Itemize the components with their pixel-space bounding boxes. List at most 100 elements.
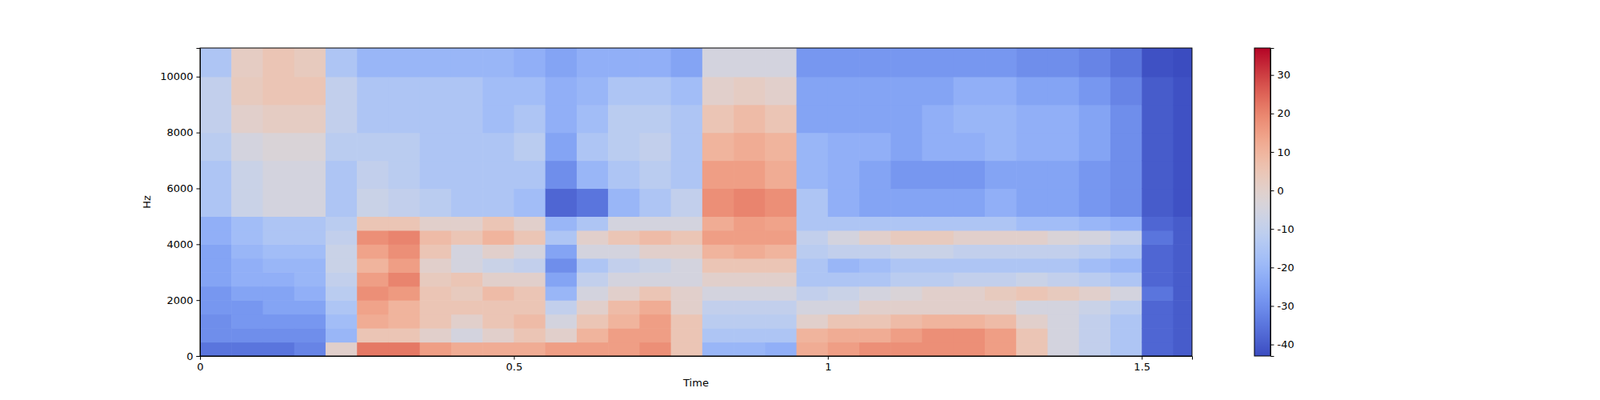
cell	[1047, 342, 1080, 356]
cell	[953, 244, 986, 259]
cell	[671, 76, 704, 106]
cell	[1141, 244, 1174, 259]
cell	[1141, 48, 1174, 77]
cell	[1016, 132, 1048, 162]
cell	[984, 258, 1017, 273]
cell	[1079, 286, 1112, 301]
cell	[890, 314, 923, 329]
cell	[953, 76, 986, 106]
y-axis-title: Hz	[140, 195, 153, 209]
cell	[294, 328, 327, 343]
cell	[984, 314, 1017, 329]
cell	[828, 258, 860, 273]
cell	[262, 216, 295, 231]
cell	[671, 104, 704, 134]
cell	[702, 230, 735, 245]
cell	[231, 342, 264, 356]
cell	[859, 342, 892, 356]
cell	[702, 300, 735, 315]
tick: 10	[1270, 146, 1291, 159]
cell	[796, 132, 829, 162]
cell	[420, 300, 452, 315]
cell	[828, 286, 860, 301]
cell	[702, 314, 735, 329]
cell	[828, 48, 860, 77]
cell	[513, 230, 546, 245]
cell	[608, 76, 640, 106]
cell	[671, 230, 704, 245]
cell	[1016, 300, 1048, 315]
cell	[859, 76, 892, 106]
cell	[859, 300, 892, 315]
cell	[513, 272, 546, 287]
cell	[1141, 300, 1174, 315]
cell	[984, 216, 1017, 231]
cell	[1079, 76, 1112, 106]
cell	[325, 230, 358, 245]
cell	[1047, 300, 1080, 315]
cell	[1110, 286, 1143, 301]
cell	[984, 104, 1017, 134]
cell	[1016, 314, 1048, 329]
cell	[828, 132, 860, 162]
cell	[576, 300, 609, 315]
cell	[545, 160, 578, 190]
tick-mark	[1270, 267, 1275, 268]
cell	[1110, 160, 1143, 190]
cell	[702, 286, 735, 301]
tick: 6000	[166, 182, 200, 195]
cell	[482, 160, 515, 190]
heatmap-cells	[200, 48, 1192, 356]
cell	[733, 132, 766, 162]
cell	[796, 342, 829, 356]
cell	[262, 230, 295, 245]
cell	[1016, 104, 1048, 134]
cell	[859, 188, 892, 217]
cell	[1141, 286, 1174, 301]
cell	[953, 230, 986, 245]
cell	[545, 314, 578, 329]
tick-label: 0.5	[506, 360, 524, 373]
cell	[671, 314, 704, 329]
cell	[828, 342, 860, 356]
cell	[1172, 328, 1192, 343]
cell	[545, 272, 578, 287]
cell	[356, 244, 389, 259]
cell	[1110, 258, 1143, 273]
cell	[356, 216, 389, 231]
cell	[576, 216, 609, 231]
cell	[796, 272, 829, 287]
cell	[890, 160, 923, 190]
cell	[764, 76, 797, 106]
cell	[922, 300, 955, 315]
cell	[1016, 230, 1048, 245]
cell	[890, 216, 923, 231]
cell	[764, 342, 797, 356]
cell	[576, 188, 609, 217]
tick: -30	[1270, 300, 1295, 312]
cell	[262, 342, 295, 356]
cell	[545, 258, 578, 273]
cell	[671, 244, 704, 259]
cell	[953, 104, 986, 134]
cell	[420, 258, 452, 273]
cell	[890, 230, 923, 245]
cell	[482, 244, 515, 259]
cell	[859, 48, 892, 77]
cell	[1047, 314, 1080, 329]
cell	[231, 188, 264, 217]
cell	[262, 314, 295, 329]
cell	[796, 244, 829, 259]
cell	[1141, 342, 1174, 356]
cell	[420, 342, 452, 356]
cell	[922, 76, 955, 106]
cell	[325, 216, 358, 231]
cell	[388, 244, 420, 259]
cell	[482, 258, 515, 273]
cell	[325, 76, 358, 106]
cell	[545, 244, 578, 259]
cell	[231, 244, 264, 259]
cell	[325, 272, 358, 287]
tick: 20	[1270, 107, 1291, 120]
cell	[451, 216, 484, 231]
